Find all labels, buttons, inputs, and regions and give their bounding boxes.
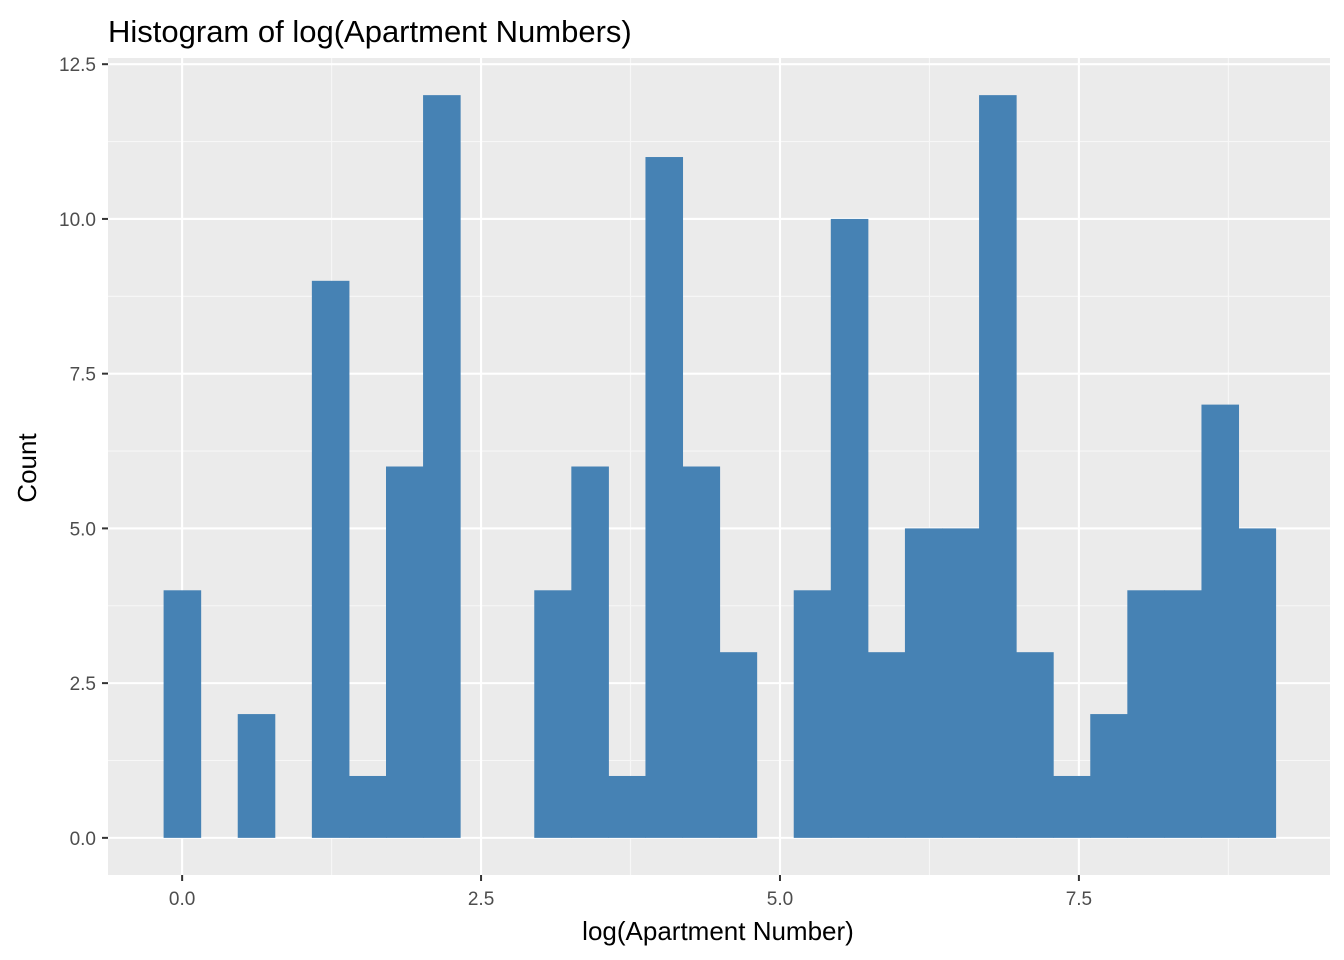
histogram-bar [793, 590, 832, 838]
y-tick-label: 10.0 [59, 210, 96, 231]
histogram-bars [163, 95, 1277, 838]
y-axis: 0.0 2.5 5.0 7.5 10.0 12.5 [59, 55, 108, 850]
histogram-bar [682, 466, 721, 838]
x-tick-label: 5.0 [767, 889, 793, 910]
histogram-bar [1238, 528, 1277, 838]
histogram-bar [867, 652, 906, 838]
chart-title: Histogram of log(Apartment Numbers) [108, 14, 632, 49]
x-axis: 0.0 2.5 5.0 7.5 [169, 875, 1092, 910]
histogram-bar [348, 775, 387, 838]
histogram-bar [1016, 652, 1054, 838]
histogram-bar [423, 95, 461, 838]
histogram-bar [1201, 404, 1240, 838]
histogram-bar [608, 775, 646, 838]
y-tick-label: 5.0 [70, 519, 96, 540]
y-tick-label: 12.5 [59, 55, 96, 76]
histogram-bar [571, 466, 609, 838]
y-tick-label: 7.5 [70, 365, 96, 386]
histogram-bar [1127, 590, 1165, 838]
histogram-bar [534, 590, 572, 838]
x-axis-title: log(Apartment Number) [582, 916, 854, 946]
y-axis-title: Count [12, 433, 42, 503]
y-tick-label: 0.0 [70, 829, 96, 850]
histogram-bar [830, 218, 869, 838]
histogram-bar [1053, 775, 1091, 838]
histogram-bar [311, 280, 350, 838]
y-tick-label: 2.5 [70, 674, 96, 695]
histogram-bar [719, 652, 758, 838]
histogram-bar [645, 157, 684, 838]
histogram-bar [1090, 714, 1128, 838]
histogram-bar [237, 714, 276, 838]
histogram-bar [1164, 590, 1202, 838]
histogram-bar [941, 528, 980, 838]
histogram-bar [979, 95, 1017, 838]
x-tick-label: 0.0 [169, 889, 195, 910]
x-tick-label: 7.5 [1066, 889, 1092, 910]
histogram-bar [163, 590, 202, 838]
histogram-bar [385, 466, 424, 838]
histogram-bar [904, 528, 943, 838]
x-tick-label: 2.5 [468, 889, 494, 910]
